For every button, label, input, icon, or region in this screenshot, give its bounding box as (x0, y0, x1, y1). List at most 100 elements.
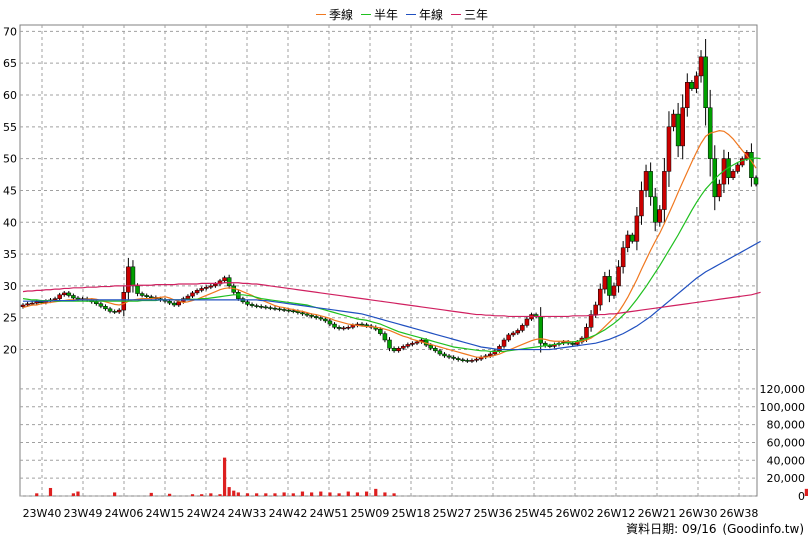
candle-body (258, 306, 264, 308)
volume-bar (48, 487, 53, 496)
x-tick-label: 23W40 (23, 507, 62, 520)
candle-body (547, 345, 553, 347)
candle-body (34, 301, 39, 304)
volume-tick-label: 120,000 (760, 383, 806, 396)
legend-label-quarter: 季線 (329, 7, 354, 22)
candle-body (222, 277, 227, 282)
candle-body (135, 285, 140, 294)
candle-body (116, 309, 122, 313)
volume-bar (264, 493, 268, 496)
candle-body (61, 292, 67, 296)
volume-bar (310, 492, 314, 496)
candle-body (176, 301, 182, 306)
candle-body (465, 360, 470, 362)
volume-tick-label: 100,000 (760, 401, 806, 414)
candle-body (52, 298, 58, 301)
candle-body (437, 350, 443, 355)
candle-body (657, 209, 663, 223)
volume-bar (113, 492, 117, 496)
legend-item-quarter: 季線 (316, 6, 353, 23)
volume-bar (245, 493, 250, 496)
volume-tick-label: 20,000 (767, 472, 806, 485)
volume-bar (355, 492, 360, 496)
volume-bar (222, 457, 227, 496)
candle-body (249, 304, 255, 306)
x-tick-label: 25W09 (351, 507, 390, 520)
candle-body (685, 82, 690, 108)
x-tick-label: 26W38 (720, 507, 759, 520)
candle-body (703, 56, 708, 108)
candle-body (396, 348, 401, 352)
candle-body (428, 344, 433, 349)
candle-body (185, 295, 191, 299)
candle-body (451, 356, 456, 359)
price-tick-label: 25 (3, 312, 17, 325)
ma-line-year (23, 240, 761, 351)
candle-body (149, 296, 154, 298)
x-tick-label: 26W30 (679, 507, 718, 520)
volume-tick-label: 40,000 (767, 454, 806, 467)
legend-label-year: 年線 (419, 7, 444, 22)
candle-body (254, 305, 259, 307)
chart-legend: 季線 半年 年線 三年 (316, 5, 496, 23)
x-tick-label: 24W24 (187, 507, 226, 520)
candle-body (694, 75, 699, 89)
candle-body (217, 280, 223, 285)
x-tick-label: 26W02 (556, 507, 595, 520)
candle-body (698, 56, 704, 77)
candle-body (204, 286, 209, 289)
x-tick-label: 24W51 (310, 507, 349, 520)
volume-bar (227, 487, 231, 496)
candle-body (39, 301, 44, 304)
candle-body (304, 313, 310, 316)
x-tick-label: 25W45 (515, 507, 554, 520)
volume-bar (319, 491, 323, 496)
x-tick-label: 24W33 (228, 507, 267, 520)
candle-body (171, 302, 177, 306)
candle-body (364, 324, 369, 327)
candle-body (71, 295, 76, 299)
volume-bar (273, 493, 277, 496)
candle-body (144, 295, 149, 297)
price-tick-label: 60 (3, 89, 17, 102)
candle-body (666, 126, 672, 172)
candle-body (510, 332, 516, 336)
legend-swatch-3year (451, 13, 462, 15)
price-tick-label: 45 (3, 184, 17, 197)
legend-swatch-half (361, 13, 372, 15)
price-tick-label: 50 (3, 153, 17, 166)
candle-body (194, 290, 200, 294)
candle-body (588, 314, 594, 328)
candle-body (139, 293, 145, 296)
volume-bar (300, 491, 305, 496)
volume-bar (200, 494, 204, 496)
candle-body (350, 325, 356, 328)
price-tick-label: 20 (3, 344, 17, 357)
candle-body (336, 327, 342, 329)
candle-body (98, 303, 104, 307)
candle-body (277, 308, 282, 311)
volume-bar (383, 492, 387, 496)
volume-bar (804, 488, 808, 496)
candle-body (281, 309, 287, 311)
volume-bar (328, 492, 332, 496)
candle-body (643, 171, 649, 191)
price-tick-label: 70 (3, 25, 17, 38)
candle-body (749, 152, 754, 178)
candle-body (103, 306, 108, 310)
candle-body (446, 355, 452, 358)
candle-body (584, 327, 589, 339)
volume-tick-label: 0 (798, 490, 805, 503)
volume-bar (232, 490, 236, 496)
candle-body (400, 346, 406, 349)
legend-label-3year: 三年 (464, 7, 489, 22)
candle-body (245, 301, 250, 305)
footer-caption: 資料日期: 09/16 (Goodinfo.tw) (624, 520, 804, 537)
candle-body (675, 113, 681, 147)
candle-body (442, 353, 447, 357)
candle-body (327, 320, 333, 325)
ma-line-quarter (22, 130, 757, 358)
candle-body (25, 303, 30, 306)
candle-body (735, 164, 740, 172)
